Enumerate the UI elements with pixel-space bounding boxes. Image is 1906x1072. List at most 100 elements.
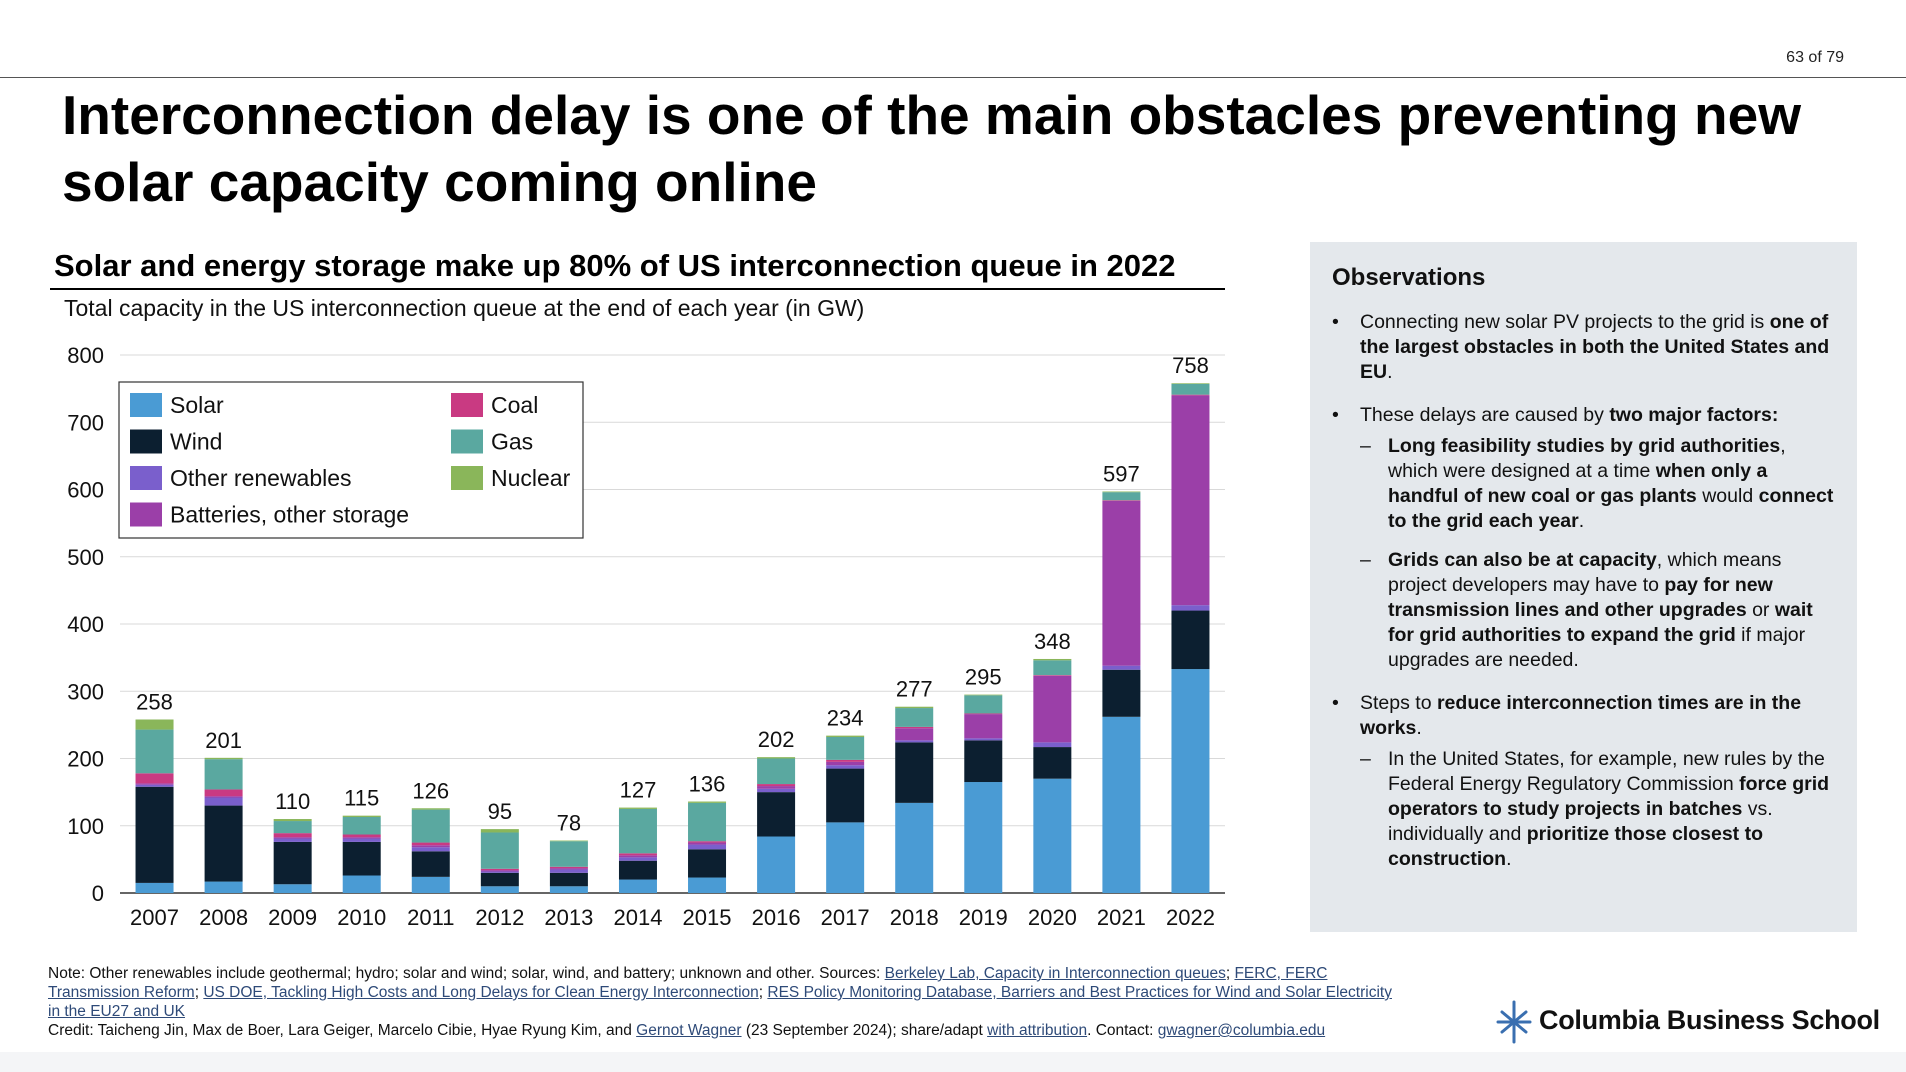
source-link-ferc[interactable]: FERC, FERC Transmission Reform xyxy=(48,965,1328,1001)
bar-segment-solar-2013 xyxy=(549,886,588,893)
bar-segment-batteries-other-storage-2010 xyxy=(342,837,381,839)
observation-sub-text: Long feasibility studies by grid authori… xyxy=(1388,434,1835,534)
x-axis-tick-labels: 2007 2008 2009 2010 2011 2012 2013 2014 2015 2016… xyxy=(130,905,1215,930)
bar-segment-batteries-other-storage-2018 xyxy=(895,728,934,741)
slide-title: Interconnection delay is one of the main… xyxy=(62,84,1801,213)
bar-segment-batteries-other-storage-2019 xyxy=(964,714,1003,739)
body-text: , which were designed at a time xyxy=(1388,435,1786,482)
source-note: Note: Other renewables include geotherma… xyxy=(48,964,1398,1021)
stacked-bar-chart: 0 100 200 300 400 500 600 700 800 258 201 110 115 12… xyxy=(67,343,1225,930)
note-separator: ; xyxy=(758,984,768,1001)
observation-item: • Connecting new solar PV projects to the… xyxy=(1332,310,1835,385)
legend-swatch-other-renewables xyxy=(130,466,162,490)
body-text: if major upgrades are needed. xyxy=(1388,624,1806,671)
bar-segment-solar-2015 xyxy=(688,877,727,893)
bar-segment-wind-2016 xyxy=(757,792,796,837)
observation-sub-text: In the United States, for example, new r… xyxy=(1388,747,1835,872)
bar-segment-solar-2021 xyxy=(1102,716,1141,893)
attribution-link[interactable]: with attribution xyxy=(987,1022,1088,1039)
bar-segment-nuclear-2017 xyxy=(826,735,865,737)
bar-segment-solar-2018 xyxy=(895,802,934,893)
bar-segment-nuclear-2012 xyxy=(480,829,519,833)
body-text: . xyxy=(1578,510,1585,532)
bar-total-label-2018: 277 xyxy=(896,677,933,702)
bar-segment-gas-2011 xyxy=(411,809,450,843)
legend-swatch-solar xyxy=(130,393,162,417)
bar-segment-gas-2009 xyxy=(273,821,312,834)
bar-segment-coal-2015 xyxy=(688,841,727,843)
x-tick-label-2007: 2007 xyxy=(130,905,179,930)
bar-segment-coal-2010 xyxy=(342,834,381,838)
bar-segment-nuclear-2018 xyxy=(895,706,934,709)
bar-segment-nuclear-2022 xyxy=(1171,383,1210,384)
bar-segment-other-renewables-2022 xyxy=(1171,605,1210,611)
bar-segment-coal-2012 xyxy=(480,868,519,871)
bar-total-label-2012: 95 xyxy=(488,799,512,824)
bar-segment-wind-2013 xyxy=(549,872,588,887)
x-tick-label-2021: 2021 xyxy=(1097,905,1146,930)
bar-segment-other-renewables-2007 xyxy=(135,784,174,787)
bar-segment-coal-2020 xyxy=(1033,675,1072,676)
bar-segment-nuclear-2013 xyxy=(549,840,588,842)
bar-segment-gas-2012 xyxy=(480,832,519,869)
legend-swatch-gas xyxy=(451,429,483,454)
bar-segment-nuclear-2021 xyxy=(1102,491,1141,493)
bar-segment-other-renewables-2012 xyxy=(480,871,519,873)
bar-segment-other-renewables-2014 xyxy=(618,857,657,861)
bar-segment-wind-2020 xyxy=(1033,747,1072,779)
observation-text: Connecting new solar PV projects to the … xyxy=(1360,310,1835,385)
bar-segment-coal-2011 xyxy=(411,842,450,846)
bar-total-label-2015: 136 xyxy=(689,772,726,797)
bar-segment-coal-2009 xyxy=(273,833,312,838)
bar-total-label-2016: 202 xyxy=(758,727,795,752)
chart-subtitle: Total capacity in the US interconnection… xyxy=(64,295,865,321)
columbia-crown-icon xyxy=(1496,1000,1532,1044)
note-separator: ; xyxy=(1225,965,1235,982)
y-tick-label: 0 xyxy=(92,881,104,906)
dash-glyph: – xyxy=(1360,748,1371,770)
x-tick-label-2016: 2016 xyxy=(752,905,801,930)
observations-heading: Observations xyxy=(1332,264,1486,291)
bar-segment-gas-2018 xyxy=(895,708,934,727)
legend-box xyxy=(118,381,584,539)
bar-segment-batteries-other-storage-2008 xyxy=(204,796,243,798)
bar-segment-wind-2014 xyxy=(618,860,657,880)
credit-date-text: (23 September 2024); share/adapt xyxy=(741,1022,988,1039)
bar-segment-coal-2007 xyxy=(135,773,174,784)
bar-segment-coal-2013 xyxy=(549,866,588,869)
source-link-res-policy[interactable]: RES Policy Monitoring Database, Barriers… xyxy=(48,984,1392,1020)
bar-total-label-2021: 597 xyxy=(1103,462,1140,487)
bar-segment-batteries-other-storage-2014 xyxy=(618,855,657,858)
observation-text: These delays are caused by two major fac… xyxy=(1360,403,1835,428)
bullet-glyph: • xyxy=(1332,311,1339,333)
bar-segment-batteries-other-storage-2011 xyxy=(411,845,450,848)
bar-segment-nuclear-2008 xyxy=(204,757,243,760)
emphasis-text: force grid operators to study projects i… xyxy=(1388,773,1830,820)
legend-swatch-batteries-other-storage xyxy=(130,502,162,527)
x-tick-label-2013: 2013 xyxy=(544,905,593,930)
x-tick-label-2020: 2020 xyxy=(1028,905,1077,930)
source-link-berkeley-lab[interactable]: Berkeley Lab, Capacity in Interconnectio… xyxy=(884,965,1226,982)
legend-label: Other renewables xyxy=(170,465,352,491)
author-link-gernot-wagner[interactable]: Gernot Wagner xyxy=(636,1022,742,1039)
contact-text: . Contact: xyxy=(1087,1022,1158,1039)
body-text: . xyxy=(1387,361,1393,383)
bar-segment-nuclear-2007 xyxy=(135,719,174,730)
bar-segment-gas-2019 xyxy=(964,695,1003,714)
bar-segment-batteries-other-storage-2022 xyxy=(1171,395,1210,606)
bar-total-label-2014: 127 xyxy=(620,778,657,803)
bar-segment-gas-2022 xyxy=(1171,383,1210,395)
chart-legend: Solar Wind Other renewables Batteries, othe… xyxy=(118,381,584,539)
bar-total-label-2017: 234 xyxy=(827,706,864,731)
x-tick-label-2019: 2019 xyxy=(959,905,1008,930)
body-text: . xyxy=(1506,848,1512,870)
bar-segment-nuclear-2019 xyxy=(964,694,1003,696)
bar-segment-wind-2008 xyxy=(204,805,243,882)
bar-segment-batteries-other-storage-2021 xyxy=(1102,500,1141,666)
contact-email-link[interactable]: gwagner@columbia.edu xyxy=(1157,1022,1326,1039)
bar-segment-other-renewables-2011 xyxy=(411,847,450,852)
source-link-us-doe[interactable]: US DOE, Tackling High Costs and Long Del… xyxy=(203,984,759,1001)
dash-glyph: – xyxy=(1360,435,1371,457)
chart-title-rule xyxy=(50,288,1225,290)
logo-wordmark: Columbia Business School xyxy=(1539,1005,1880,1035)
